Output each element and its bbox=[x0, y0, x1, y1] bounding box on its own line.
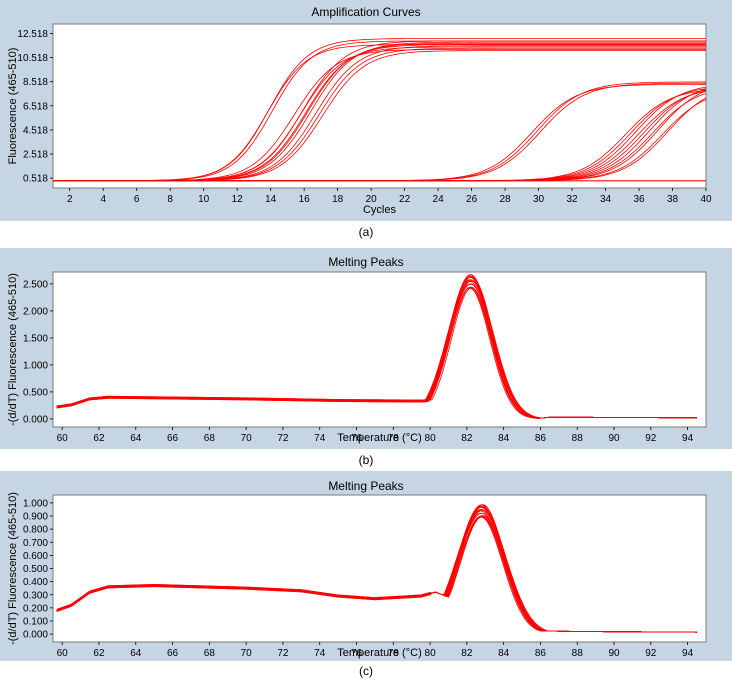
x-tick-label: 14 bbox=[265, 194, 277, 205]
x-tick-label: 72 bbox=[277, 433, 289, 444]
x-tick-label: 90 bbox=[608, 433, 620, 444]
y-axis-label: Fluorescence (465-510) bbox=[7, 48, 19, 165]
x-tick-label: 82 bbox=[461, 433, 473, 444]
y-tick-label: 0.100 bbox=[23, 617, 48, 628]
x-tick-label: 94 bbox=[682, 433, 694, 444]
melting-curve bbox=[56, 504, 697, 633]
x-tick-label: 64 bbox=[130, 648, 142, 659]
x-tick-label: 10 bbox=[198, 194, 210, 205]
melting-curve bbox=[56, 280, 697, 419]
x-tick-label: 86 bbox=[535, 433, 547, 444]
y-tick-label: 0.400 bbox=[23, 577, 48, 588]
x-tick-label: 92 bbox=[645, 648, 657, 659]
y-tick-label: 0.900 bbox=[23, 512, 48, 523]
x-tick-label: 80 bbox=[425, 648, 437, 659]
chart-title-melting-b: Melting Peaks bbox=[328, 255, 404, 269]
plot-area-2 bbox=[52, 494, 707, 643]
x-tick-label: 84 bbox=[498, 648, 510, 659]
x-tick-label: 64 bbox=[130, 433, 142, 444]
x-tick-label: 78 bbox=[388, 648, 400, 659]
y-tick-label: 0.300 bbox=[23, 590, 48, 601]
y-tick-label: 8.518 bbox=[23, 77, 48, 88]
chart-title-amplification: Amplification Curves bbox=[311, 5, 421, 19]
x-tick-label: 74 bbox=[314, 433, 326, 444]
x-tick-label: 90 bbox=[608, 648, 620, 659]
y-tick-label: 1.500 bbox=[23, 333, 48, 344]
x-tick-label: 60 bbox=[57, 433, 69, 444]
y-tick-label: 12.518 bbox=[17, 29, 48, 40]
x-tick-label: 84 bbox=[498, 433, 510, 444]
y-tick-label: 1.000 bbox=[23, 498, 48, 509]
x-tick-label: 66 bbox=[167, 648, 179, 659]
x-tick-label: 60 bbox=[57, 648, 69, 659]
x-tick-label: 38 bbox=[667, 194, 679, 205]
x-tick-label: 88 bbox=[572, 648, 584, 659]
x-tick-label: 12 bbox=[232, 194, 244, 205]
x-tick-label: 62 bbox=[93, 648, 105, 659]
y-tick-label: 0.500 bbox=[23, 387, 48, 398]
x-tick-label: 88 bbox=[572, 433, 584, 444]
x-tick-label: 30 bbox=[533, 194, 545, 205]
y-tick-label: 0.200 bbox=[23, 603, 48, 614]
y-tick-label: 6.518 bbox=[23, 101, 48, 112]
y-tick-label: 0.700 bbox=[23, 538, 48, 549]
x-axis-label: Temperature (°C) bbox=[337, 647, 421, 659]
x-tick-label: 2 bbox=[67, 194, 73, 205]
y-tick-label: 0.518 bbox=[23, 174, 48, 185]
y-tick-label: 4.518 bbox=[23, 125, 48, 136]
x-tick-label: 34 bbox=[600, 194, 612, 205]
x-tick-label: 26 bbox=[466, 194, 478, 205]
x-tick-label: 22 bbox=[399, 194, 411, 205]
y-tick-label: 10.518 bbox=[17, 53, 48, 64]
chart-title-melting-c: Melting Peaks bbox=[328, 479, 404, 493]
x-tick-label: 70 bbox=[241, 648, 253, 659]
x-tick-label: 76 bbox=[351, 648, 363, 659]
x-tick-label: 16 bbox=[299, 194, 311, 205]
y-tick-label: 2.000 bbox=[23, 306, 48, 317]
y-tick-label: 0.800 bbox=[23, 525, 48, 536]
x-tick-label: 32 bbox=[566, 194, 578, 205]
x-tick-label: 66 bbox=[167, 433, 179, 444]
x-tick-label: 36 bbox=[633, 194, 645, 205]
x-tick-label: 70 bbox=[241, 433, 253, 444]
x-tick-label: 92 bbox=[645, 433, 657, 444]
y-tick-label: 0.500 bbox=[23, 564, 48, 575]
x-tick-label: 78 bbox=[388, 433, 400, 444]
x-axis-label: Temperature (°C) bbox=[337, 432, 421, 444]
caption-c: (c) bbox=[359, 664, 373, 678]
y-axis-label: -(d/dT) Fluorescence (465-510) bbox=[7, 273, 19, 426]
x-tick-label: 86 bbox=[535, 648, 547, 659]
x-tick-label: 74 bbox=[314, 648, 326, 659]
x-tick-label: 82 bbox=[461, 648, 473, 659]
x-tick-label: 4 bbox=[100, 194, 106, 205]
x-tick-label: 8 bbox=[167, 194, 173, 205]
x-tick-label: 18 bbox=[332, 194, 344, 205]
x-tick-label: 76 bbox=[351, 433, 363, 444]
y-axis-label: -(d/dT) Fluorescence (465-510) bbox=[7, 492, 19, 645]
y-tick-label: 2.518 bbox=[23, 150, 48, 161]
x-axis-label: Cycles bbox=[363, 204, 397, 216]
y-tick-label: 0.600 bbox=[23, 551, 48, 562]
x-tick-label: 40 bbox=[700, 194, 712, 205]
y-tick-label: 0.000 bbox=[23, 630, 48, 641]
y-tick-label: 0.000 bbox=[23, 414, 48, 425]
x-tick-label: 20 bbox=[366, 194, 378, 205]
x-tick-label: 80 bbox=[425, 433, 437, 444]
x-tick-label: 72 bbox=[277, 648, 289, 659]
x-tick-label: 62 bbox=[93, 433, 105, 444]
y-tick-label: 2.500 bbox=[23, 279, 48, 290]
y-tick-label: 1.000 bbox=[23, 360, 48, 371]
plot-area-1 bbox=[52, 271, 707, 428]
x-tick-label: 68 bbox=[204, 648, 216, 659]
x-tick-label: 68 bbox=[204, 433, 216, 444]
caption-a: (a) bbox=[358, 225, 374, 239]
caption-b: (b) bbox=[358, 453, 374, 467]
x-tick-label: 28 bbox=[500, 194, 512, 205]
x-tick-label: 94 bbox=[682, 648, 694, 659]
x-tick-label: 6 bbox=[134, 194, 140, 205]
x-tick-label: 24 bbox=[433, 194, 445, 205]
